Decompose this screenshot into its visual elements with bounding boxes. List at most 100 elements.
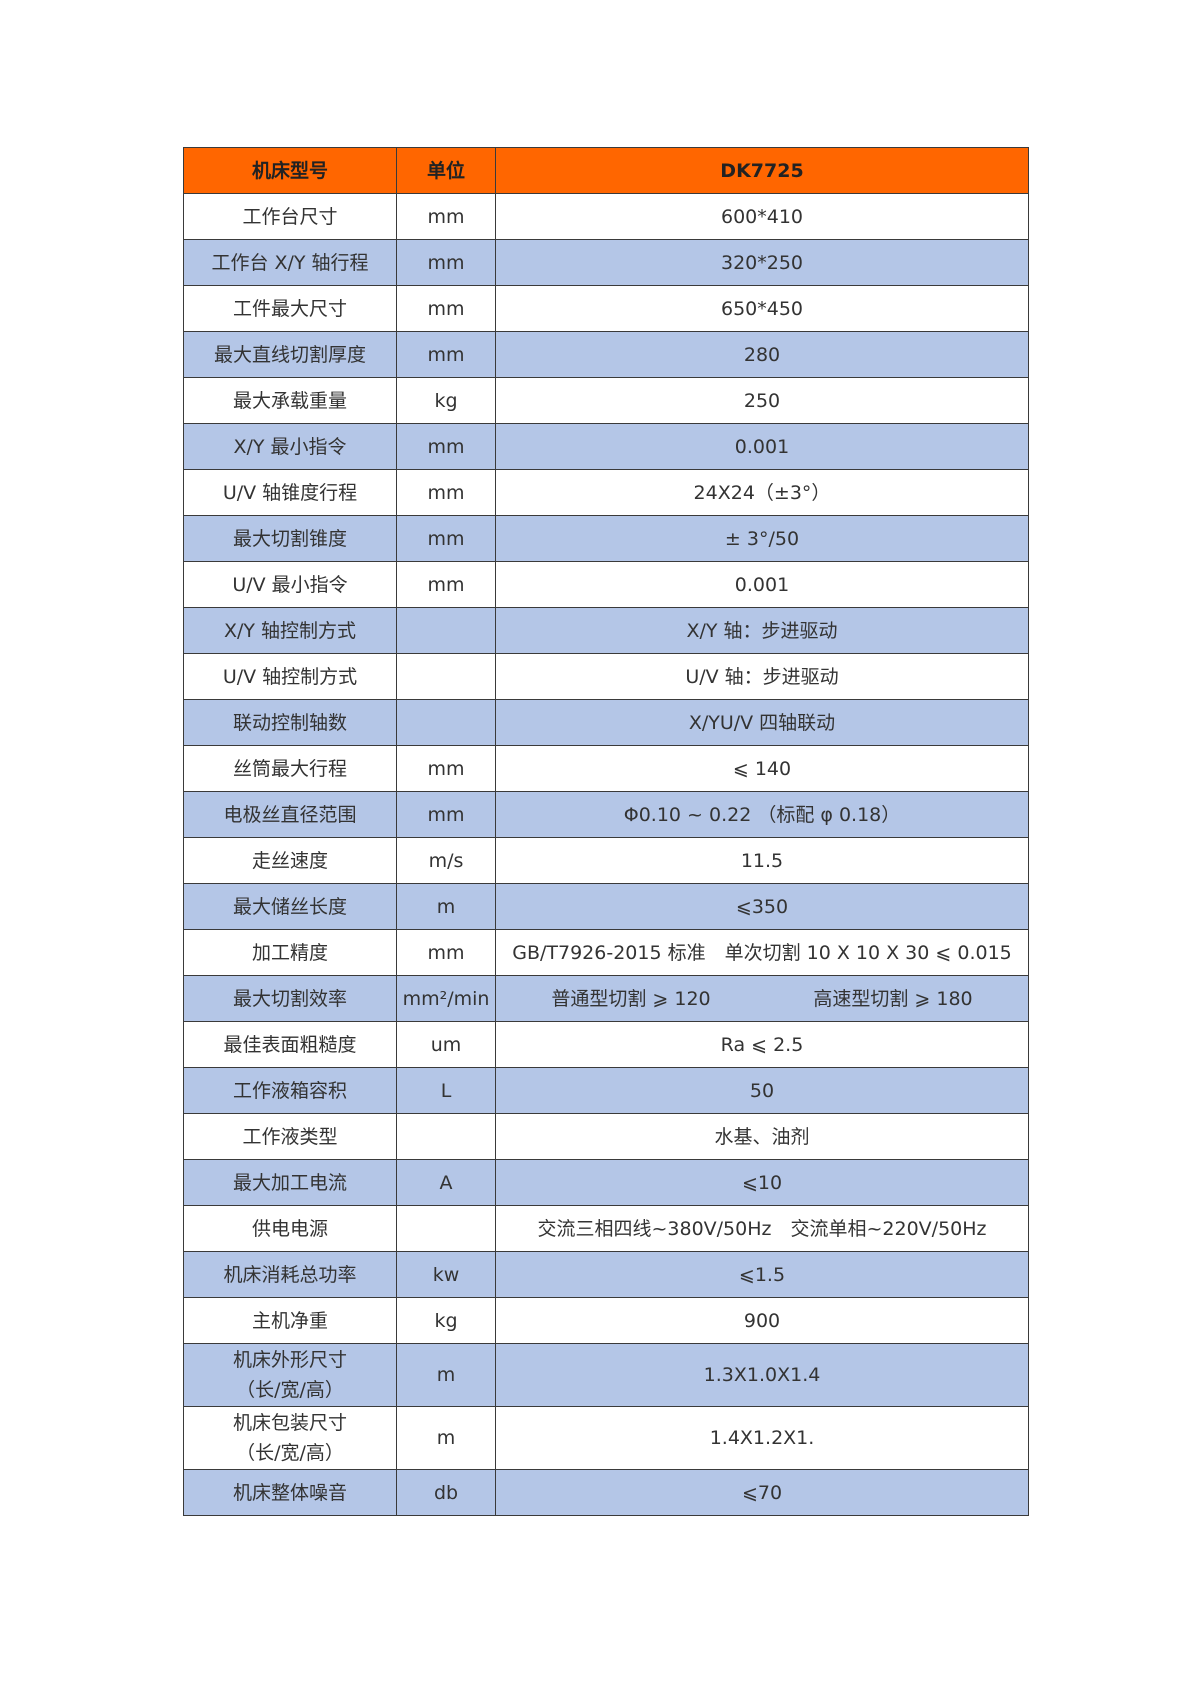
spec-name-text: 最大切割效率 [232,987,347,1010]
spec-name-text: 联动控制轴数 [232,711,347,734]
spec-value-split: 普通型切割 ⩾ 120 高速型切割 ⩾ 180 [500,984,1024,1014]
table-row: 机床整体噪音 db ⩽70 [183,1469,1029,1516]
spec-value: 320*250 [495,239,1029,286]
table-row: 丝筒最大行程 mm ⩽ 140 [183,745,1029,792]
spec-unit: mm [396,469,496,516]
spec-unit: mm [396,561,496,608]
spec-name-text: 主机净重 [251,1309,328,1332]
table-row: 供电电源 交流三相四线~380V/50Hz 交流单相~220V/50Hz [183,1205,1029,1252]
spec-name-text: 工件最大尺寸 [232,297,347,320]
spec-unit: mm [396,791,496,838]
table-row: 联动控制轴数 X/YU/V 四轴联动 [183,699,1029,746]
spec-value: ⩽ 140 [495,745,1029,792]
spec-name-text: 工作液箱容积 [232,1079,347,1102]
spec-name: 最大切割效率 [183,975,397,1022]
spec-name: 机床外形尺寸 （长/宽/高） [183,1343,397,1407]
header-model-value: DK7725 [495,147,1029,194]
spec-value: 1.4X1.2X1. [495,1406,1029,1470]
table-row: 电极丝直径范围 mm Φ0.10 ~ 0.22 （标配 φ 0.18） [183,791,1029,838]
spec-unit: mm²/min [396,975,496,1022]
table-row: U/V 轴锥度行程 mm 24X24（±3°） [183,469,1029,516]
spec-name-text: 最大储丝长度 [232,895,347,918]
spec-unit: A [396,1159,496,1206]
spec-unit: mm [396,239,496,286]
header-model-label: 机床型号 [183,147,397,194]
spec-name: 最大承载重量 [183,377,397,424]
spec-name-text: 最大加工电流 [232,1171,347,1194]
table-row: 工作台 X/Y 轴行程 mm 320*250 [183,239,1029,286]
spec-name-text: 电极丝直径范围 [223,803,357,826]
table-row: 主机净重 kg 900 [183,1297,1029,1344]
table-row: 加工精度 mm GB/T7926-2015 标准 单次切割 10 X 10 X 30… [183,929,1029,976]
spec-value: 水基、油剂 [495,1113,1029,1160]
spec-value: 0.001 [495,561,1029,608]
spec-name: U/V 轴控制方式 [183,653,397,700]
table-row: 工作液箱容积 L 50 [183,1067,1029,1114]
spec-value: 24X24（±3°） [495,469,1029,516]
spec-unit: kg [396,377,496,424]
spec-unit [396,1113,496,1160]
spec-name: 电极丝直径范围 [183,791,397,838]
spec-value: 50 [495,1067,1029,1114]
table-row: 工作液类型 水基、油剂 [183,1113,1029,1160]
spec-name: 加工精度 [183,929,397,976]
spec-name-text: 最大承载重量 [232,389,347,412]
spec-value: 650*450 [495,285,1029,332]
spec-name: 机床消耗总功率 [183,1251,397,1298]
spec-name-text: 工作台尺寸 [242,205,338,228]
spec-value: 1.3X1.0X1.4 [495,1343,1029,1407]
spec-unit: db [396,1469,496,1516]
spec-unit: m [396,1343,496,1407]
table-row: 机床外形尺寸 （长/宽/高） m 1.3X1.0X1.4 [183,1343,1029,1407]
table-row: 最大加工电流 A ⩽10 [183,1159,1029,1206]
spec-name-text: X/Y 轴控制方式 [223,619,357,642]
spec-unit: m [396,1406,496,1470]
spec-value: X/Y 轴：步进驱动 [495,607,1029,654]
table-row: 走丝速度 m/s 11.5 [183,837,1029,884]
spec-name: 工作台 X/Y 轴行程 [183,239,397,286]
spec-value: ⩽1.5 [495,1251,1029,1298]
spec-name: 最大加工电流 [183,1159,397,1206]
spec-value: ⩽70 [495,1469,1029,1516]
spec-value: 280 [495,331,1029,378]
spec-unit: kg [396,1297,496,1344]
spec-value-part: 高速型切割 ⩾ 180 [813,987,973,1010]
spec-value: 普通型切割 ⩾ 120 高速型切割 ⩾ 180 [495,975,1029,1022]
spec-name-text: 加工精度 [251,941,328,964]
spec-value: 0.001 [495,423,1029,470]
spec-value: X/YU/V 四轴联动 [495,699,1029,746]
spec-name-text: 丝筒最大行程 [232,757,347,780]
spec-name: X/Y 最小指令 [183,423,397,470]
spec-name-text: 最佳表面粗糙度 [223,1033,357,1056]
header-unit-label: 单位 [396,147,496,194]
spec-unit [396,607,496,654]
spec-value: Ra ⩽ 2.5 [495,1021,1029,1068]
spec-value: ± 3°/50 [495,515,1029,562]
spec-name: U/V 轴锥度行程 [183,469,397,516]
spec-unit: mm [396,929,496,976]
spec-value: 11.5 [495,837,1029,884]
spec-value: 250 [495,377,1029,424]
spec-value: Φ0.10 ~ 0.22 （标配 φ 0.18） [495,791,1029,838]
spec-name-text: 机床整体噪音 [232,1481,347,1504]
spec-name: 工作液箱容积 [183,1067,397,1114]
table-row: 最大直线切割厚度 mm 280 [183,331,1029,378]
table-row: U/V 最小指令 mm 0.001 [183,561,1029,608]
spec-unit [396,1205,496,1252]
spec-value: 600*410 [495,193,1029,240]
spec-unit [396,653,496,700]
spec-unit: mm [396,193,496,240]
spec-name: 丝筒最大行程 [183,745,397,792]
spec-name: U/V 最小指令 [183,561,397,608]
spec-name: 机床包装尺寸 （长/宽/高） [183,1406,397,1470]
spec-name-text: 机床消耗总功率 [223,1263,357,1286]
spec-name-text: U/V 最小指令 [232,573,348,596]
spec-name-text: 最大直线切割厚度 [213,343,366,366]
spec-name-subtext: （长/宽/高） [236,1379,344,1401]
table-row: 工作台尺寸 mm 600*410 [183,193,1029,240]
spec-value-part: 普通型切割 ⩾ 120 [551,987,711,1010]
table-row: 最佳表面粗糙度 um Ra ⩽ 2.5 [183,1021,1029,1068]
table-row: U/V 轴控制方式 U/V 轴：步进驱动 [183,653,1029,700]
spec-unit: mm [396,331,496,378]
spec-name-text: 机床包装尺寸 [232,1412,347,1434]
